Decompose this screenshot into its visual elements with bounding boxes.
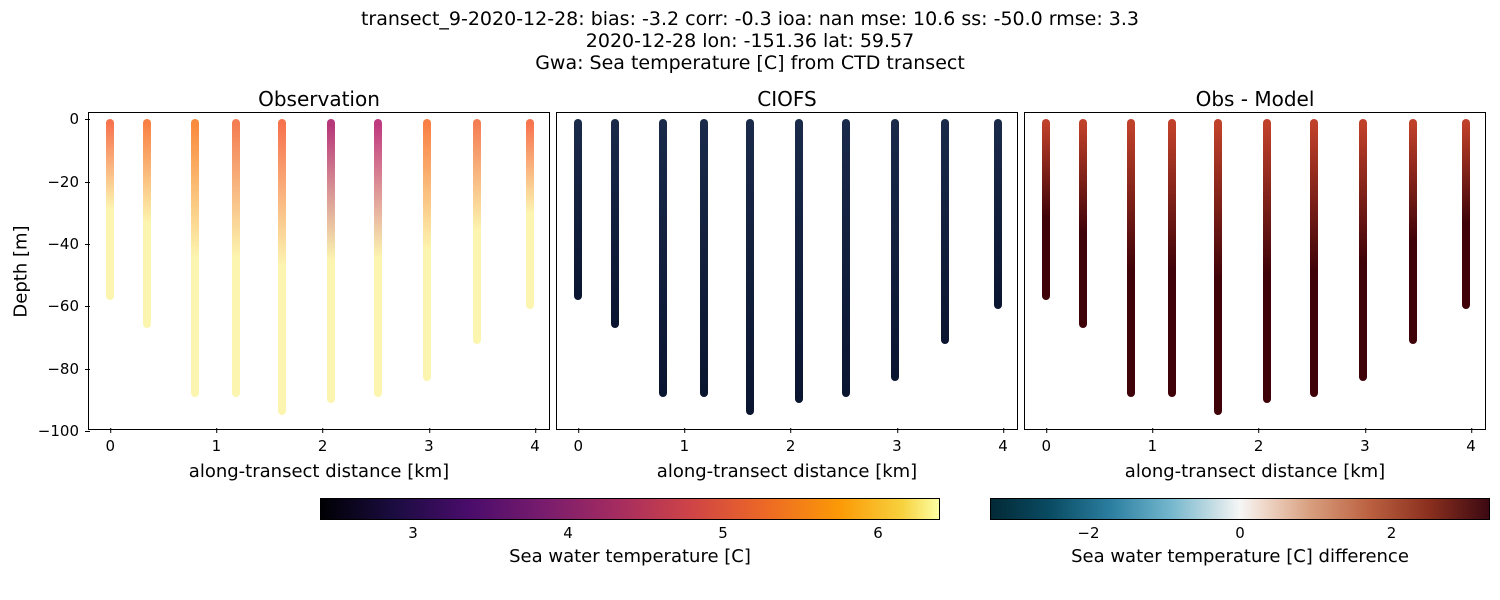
x-axis-label: along-transect distance [km] <box>89 461 549 482</box>
profile-diff <box>1127 119 1135 396</box>
colorbar-label: Sea water temperature [C] <box>320 546 940 567</box>
profile-model <box>574 119 582 300</box>
profile-diff <box>1462 119 1470 309</box>
profile-diff <box>1359 119 1367 381</box>
profile-obs <box>374 119 382 396</box>
ytick: −40 <box>29 235 89 253</box>
panel-obs: Observation0−20−40−60−80−10001234along-t… <box>88 112 550 430</box>
profile-obs <box>278 119 286 415</box>
ytick: −20 <box>29 173 89 191</box>
xtick: 1 <box>1148 429 1158 455</box>
profile-obs <box>143 119 151 328</box>
profile-diff <box>1079 119 1087 328</box>
profile-diff <box>1042 119 1050 300</box>
ytick: −80 <box>29 360 89 378</box>
colorbar-tick: 2 <box>1387 524 1397 542</box>
profile-obs <box>473 119 481 343</box>
xtick: 3 <box>424 429 434 455</box>
profile-model <box>842 119 850 396</box>
xtick: 4 <box>530 429 540 455</box>
profile-obs <box>232 119 240 396</box>
profile-model <box>611 119 619 328</box>
colorbar-tick: 5 <box>718 524 728 542</box>
x-axis-label: along-transect distance [km] <box>557 461 1017 482</box>
ytick: −60 <box>29 297 89 315</box>
colorbar-cbar-diff: −2 0 2 Sea water temperature [C] difference <box>990 498 1490 568</box>
xtick: 0 <box>105 429 115 455</box>
xtick: 3 <box>1360 429 1370 455</box>
profile-obs <box>327 119 335 403</box>
colorbar-tick: 3 <box>408 524 418 542</box>
profile-obs <box>526 119 534 309</box>
title-line3: Gwa: Sea temperature [C] from CTD transe… <box>0 52 1500 74</box>
profile-model <box>994 119 1002 309</box>
profile-model <box>700 119 708 396</box>
xtick: 4 <box>998 429 1008 455</box>
colorbar-gradient <box>990 498 1490 520</box>
profile-obs <box>191 119 199 396</box>
xtick: 1 <box>212 429 222 455</box>
profile-diff <box>1310 119 1318 396</box>
figure-suptitle: transect_9-2020-12-28: bias: -3.2 corr: … <box>0 8 1500 74</box>
xtick: 2 <box>318 429 328 455</box>
profile-diff <box>1263 119 1271 403</box>
colorbar-tick: 4 <box>563 524 573 542</box>
colorbar-tick: 0 <box>1235 524 1245 542</box>
profile-model <box>941 119 949 343</box>
xtick: 2 <box>1254 429 1264 455</box>
xtick: 2 <box>786 429 796 455</box>
title-line1: transect_9-2020-12-28: bias: -3.2 corr: … <box>0 8 1500 30</box>
profile-diff <box>1168 119 1176 396</box>
profile-obs <box>423 119 431 381</box>
xtick: 3 <box>892 429 902 455</box>
panel-title-model: CIOFS <box>557 87 1017 111</box>
xtick: 0 <box>573 429 583 455</box>
title-line2: 2020-12-28 lon: -151.36 lat: 59.57 <box>0 30 1500 52</box>
panel-diff: Obs - Model01234along-transect distance … <box>1024 112 1486 430</box>
colorbar-tick: 6 <box>873 524 883 542</box>
profile-model <box>659 119 667 396</box>
profile-diff <box>1409 119 1417 343</box>
profile-model <box>891 119 899 381</box>
colorbar-cbar-temp: 3 4 5 6 Sea water temperature [C] <box>320 498 940 568</box>
panel-title-obs: Observation <box>89 87 549 111</box>
xtick: 1 <box>680 429 690 455</box>
profile-model <box>746 119 754 415</box>
xtick: 0 <box>1041 429 1051 455</box>
profile-diff <box>1214 119 1222 415</box>
panel-title-diff: Obs - Model <box>1025 87 1485 111</box>
profile-model <box>795 119 803 403</box>
xtick: 4 <box>1466 429 1476 455</box>
x-axis-label: along-transect distance [km] <box>1025 461 1485 482</box>
panel-model: CIOFS01234along-transect distance [km] <box>556 112 1018 430</box>
colorbar-label: Sea water temperature [C] difference <box>990 546 1490 567</box>
profile-obs <box>106 119 114 300</box>
ytick: 0 <box>29 110 89 128</box>
ytick: −100 <box>29 422 89 440</box>
colorbar-gradient <box>320 498 940 520</box>
colorbar-tick: −2 <box>1077 524 1099 542</box>
